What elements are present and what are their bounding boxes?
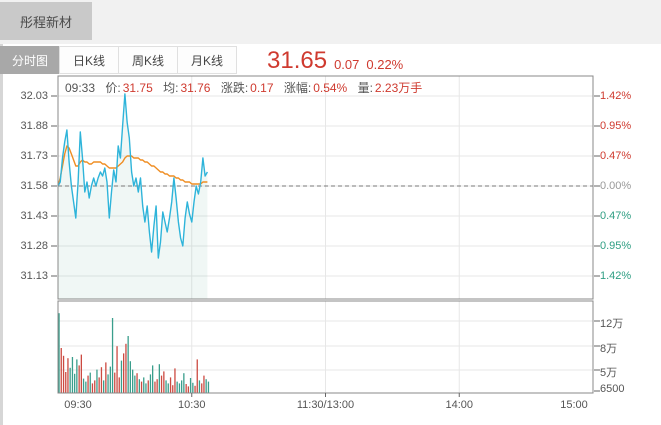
- pct-axis-label: 0.47%: [600, 210, 632, 222]
- price-axis-label: 32.03: [20, 90, 48, 102]
- time-axis-label: 14:00: [445, 399, 474, 411]
- pct-axis-label: 1.42%: [600, 270, 632, 282]
- stock-name-tab[interactable]: 彤程新材: [0, 2, 92, 40]
- tab-monthly-k-label: 月K线: [190, 53, 223, 68]
- chart-region[interactable]: 09:33 价: 31.75 均: 31.76 涨跌: 0.17 涨幅: 0.54% 量…: [0, 74, 661, 425]
- time-axis-label: 11:30/13:00: [296, 399, 355, 411]
- price-axis-label: 31.58: [20, 180, 48, 192]
- info-volume-label: 量:: [357, 81, 373, 95]
- title-bar: 彤程新材: [0, 0, 661, 44]
- info-change-label: 涨跌:: [220, 81, 249, 95]
- info-pct-value: 0.54%: [313, 81, 348, 95]
- price-change: 0.07: [334, 57, 360, 72]
- info-change-value: 0.17: [250, 81, 274, 95]
- price-change-pct: 0.22%: [366, 57, 404, 72]
- price-axis-label: 31.43: [20, 210, 48, 222]
- volume-axis-label: 12万: [600, 318, 624, 330]
- info-price-label: 价:: [105, 81, 121, 95]
- pct-axis-label: 1.42%: [600, 90, 632, 102]
- left-edge-strip: [0, 44, 3, 425]
- info-pct-label: 涨幅:: [283, 81, 312, 95]
- info-avg-label: 均:: [163, 81, 179, 95]
- pct-axis-label: 0.47%: [600, 150, 632, 162]
- volume-axis-label: 8万: [600, 343, 618, 355]
- stock-name: 彤程新材: [19, 14, 72, 30]
- crosshair-info-bar: 09:33 价: 31.75 均: 31.76 涨跌: 0.17 涨幅: 0.54% 量…: [65, 79, 424, 96]
- pct-axis-label: 0.95%: [600, 120, 632, 132]
- price-axis-label: 31.13: [20, 270, 48, 282]
- price-axis-label: 31.28: [20, 240, 48, 252]
- time-axis-label: 15:00: [560, 399, 588, 411]
- tab-daily-k[interactable]: 日K线: [59, 46, 119, 74]
- tab-intraday-label: 分时图: [11, 53, 48, 68]
- info-time: 09:33: [65, 81, 96, 95]
- chart-type-tabbar: 分时图 日K线 周K线 月K线 31.65 0.07 0.22%: [0, 46, 661, 74]
- price-axis-label: 31.88: [20, 120, 48, 132]
- quote-summary: 31.65 0.07 0.22%: [267, 46, 403, 74]
- tab-weekly-k-label: 周K线: [131, 53, 164, 68]
- info-avg-value: 31.76: [180, 81, 211, 95]
- tab-weekly-k[interactable]: 周K线: [118, 46, 178, 74]
- price-axis-label: 31.73: [20, 150, 48, 162]
- pct-axis-label: 0.95%: [600, 240, 632, 252]
- volume-axis-label: 6500: [600, 383, 625, 395]
- tab-monthly-k[interactable]: 月K线: [177, 46, 237, 74]
- tab-daily-k-label: 日K线: [72, 53, 105, 68]
- volume-axis-label: 5万: [600, 367, 618, 379]
- pct-axis-label: 0.00%: [600, 180, 632, 192]
- last-price: 31.65: [267, 47, 328, 74]
- intraday-chart-canvas[interactable]: [0, 74, 661, 425]
- tab-intraday[interactable]: 分时图: [0, 46, 60, 74]
- info-volume-value: 2.23万手: [374, 81, 423, 95]
- time-axis-label: 09:30: [64, 399, 92, 411]
- time-axis-label: 10:30: [177, 399, 206, 411]
- info-price-value: 31.75: [122, 81, 153, 95]
